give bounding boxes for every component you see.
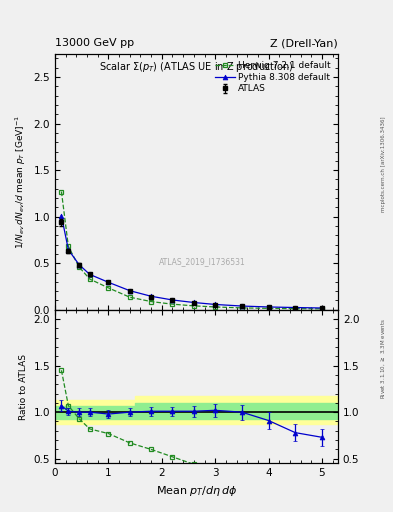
Pythia 8.308 default [59,212,64,219]
Y-axis label: Ratio to ATLAS: Ratio to ATLAS [19,354,28,419]
Pythia 8.308 default [170,297,175,303]
Pythia 8.308 default [149,293,154,300]
Pythia 8.308 default [320,305,324,311]
Herwig 7.2.1 default [77,264,81,270]
Pythia 8.308 default [239,303,244,309]
Herwig 7.2.1 default [127,294,132,300]
Legend: Herwig 7.2.1 default, Pythia 8.308 default, ATLAS: Herwig 7.2.1 default, Pythia 8.308 defau… [212,58,334,96]
Herwig 7.2.1 default [191,303,196,309]
Herwig 7.2.1 default [293,306,298,312]
Pythia 8.308 default [77,262,81,268]
Herwig 7.2.1 default [266,305,271,311]
Herwig 7.2.1 default [106,285,111,291]
Pythia 8.308 default [213,302,218,308]
Text: mcplots.cern.ch [arXiv:1306.3436]: mcplots.cern.ch [arXiv:1306.3436] [381,116,386,211]
Pythia 8.308 default [191,300,196,306]
Herwig 7.2.1 default [320,306,324,312]
Pythia 8.308 default [66,247,71,253]
Text: Scalar $\Sigma(p_T)$ (ATLAS UE in Z production): Scalar $\Sigma(p_T)$ (ATLAS UE in Z prod… [99,60,294,74]
Pythia 8.308 default [87,271,92,278]
Pythia 8.308 default [266,304,271,310]
Herwig 7.2.1 default [170,301,175,307]
Herwig 7.2.1 default [149,298,154,305]
Text: Rivet 3.1.10, $\geq$ 3.3M events: Rivet 3.1.10, $\geq$ 3.3M events [379,318,387,399]
Herwig 7.2.1 default [213,304,218,310]
X-axis label: Mean $p_T/d\eta\,d\phi$: Mean $p_T/d\eta\,d\phi$ [156,484,237,498]
Pythia 8.308 default [127,288,132,294]
Herwig 7.2.1 default [239,305,244,311]
Pythia 8.308 default [293,305,298,311]
Herwig 7.2.1 default [87,276,92,282]
Herwig 7.2.1 default [66,243,71,249]
Text: ATLAS_2019_I1736531: ATLAS_2019_I1736531 [159,257,246,266]
Line: Herwig 7.2.1 default: Herwig 7.2.1 default [59,189,324,311]
Herwig 7.2.1 default [59,188,64,195]
Text: Z (Drell-Yan): Z (Drell-Yan) [270,38,338,48]
Pythia 8.308 default [106,279,111,285]
Text: 13000 GeV pp: 13000 GeV pp [55,38,134,48]
Line: Pythia 8.308 default: Pythia 8.308 default [59,214,324,310]
Y-axis label: $1/N_{ev}\,dN_{ev}/d$ mean $p_T$ [GeV]$^{-1}$: $1/N_{ev}\,dN_{ev}/d$ mean $p_T$ [GeV]$^… [14,115,28,249]
